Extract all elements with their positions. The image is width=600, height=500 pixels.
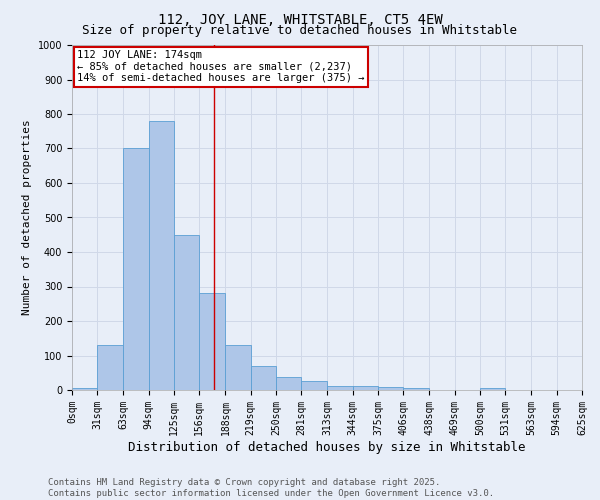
- Y-axis label: Number of detached properties: Number of detached properties: [22, 120, 32, 316]
- Bar: [72, 388, 97, 390]
- X-axis label: Distribution of detached houses by size in Whitstable: Distribution of detached houses by size …: [128, 440, 526, 454]
- Bar: [251, 366, 276, 390]
- Bar: [403, 388, 430, 390]
- Text: Size of property relative to detached houses in Whitstable: Size of property relative to detached ho…: [83, 24, 517, 37]
- Bar: [226, 345, 251, 390]
- Bar: [276, 377, 301, 390]
- Bar: [480, 388, 505, 390]
- Text: 112 JOY LANE: 174sqm
← 85% of detached houses are smaller (2,237)
14% of semi-de: 112 JOY LANE: 174sqm ← 85% of detached h…: [77, 50, 365, 84]
- Text: 112, JOY LANE, WHITSTABLE, CT5 4EW: 112, JOY LANE, WHITSTABLE, CT5 4EW: [158, 12, 442, 26]
- Text: Contains HM Land Registry data © Crown copyright and database right 2025.
Contai: Contains HM Land Registry data © Crown c…: [48, 478, 494, 498]
- Bar: [124, 148, 149, 390]
- Bar: [174, 235, 199, 390]
- Bar: [97, 345, 124, 390]
- Bar: [353, 386, 378, 390]
- Bar: [149, 121, 174, 390]
- Bar: [378, 386, 403, 390]
- Bar: [301, 382, 328, 390]
- Bar: [199, 294, 226, 390]
- Bar: [328, 386, 353, 390]
